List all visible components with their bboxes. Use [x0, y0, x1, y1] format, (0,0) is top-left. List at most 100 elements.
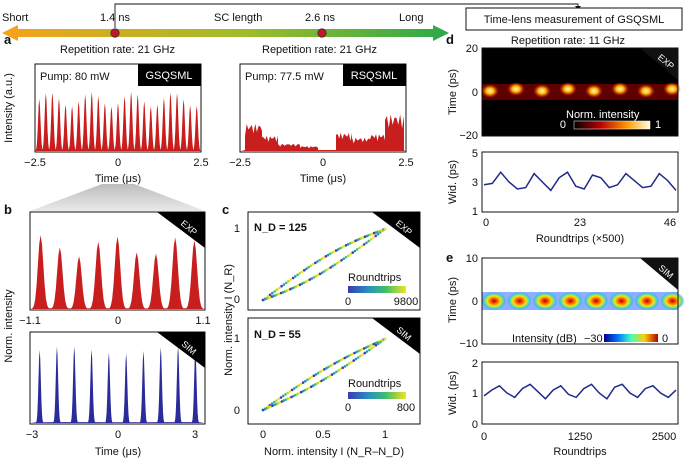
- scatter-point: [310, 375, 314, 379]
- scatter-point: [300, 390, 303, 394]
- scatter-point: [318, 258, 321, 262]
- scatter-point: [290, 395, 293, 399]
- a-right-pump: Pump: 77.5 mW: [245, 71, 324, 83]
- c-exp-scatter: [261, 227, 387, 302]
- scatter-point: [316, 260, 319, 263]
- scatter-point: [273, 290, 277, 293]
- scatter-point: [306, 378, 309, 382]
- timeline: Short SC length Long 1.4 ns 2.6 ns Repet…: [2, 3, 683, 56]
- scatter-point: [335, 262, 339, 265]
- heatmap-pulse: [533, 84, 551, 98]
- d-map-ytick-2: −20: [459, 130, 478, 142]
- scatter-point: [328, 374, 332, 378]
- e-width-ytick-2: 0: [472, 419, 478, 431]
- panel-label-a: a: [4, 32, 12, 47]
- scatter-point: [297, 384, 301, 387]
- scatter-point: [322, 256, 326, 259]
- scatter-point: [331, 264, 335, 268]
- scatter-point: [290, 388, 294, 392]
- scatter-point: [336, 248, 340, 251]
- long-label: Long: [399, 12, 423, 24]
- scatter-point: [379, 340, 382, 344]
- scatter-point: [374, 234, 378, 238]
- a-right-xlabel: Time (μs): [300, 173, 346, 185]
- e-map-ylabel: Time (ps): [447, 277, 459, 323]
- scatter-point: [352, 359, 356, 362]
- scatter-point: [372, 345, 376, 349]
- d-width-ytick-2: 1: [472, 206, 478, 218]
- e-cbar-max: 0: [662, 333, 668, 345]
- scatter-point: [326, 375, 330, 379]
- panel-label-d: d: [446, 32, 454, 47]
- scatter-point: [374, 344, 378, 347]
- scatter-point: [344, 255, 348, 259]
- scatter-point: [370, 347, 373, 350]
- scatter-point: [324, 377, 328, 380]
- marker-2: [317, 28, 327, 38]
- scatter-point: [305, 267, 308, 271]
- b-sim-xtick-2: 3: [192, 429, 198, 441]
- scatter-point: [279, 396, 283, 399]
- scatter-point: [342, 245, 346, 248]
- scatter-point: [333, 362, 337, 365]
- e-width-ylabel: Wid. (ps): [447, 371, 459, 415]
- scatter-point: [327, 365, 330, 369]
- c-exp-ytick-0: 0: [234, 294, 240, 306]
- scatter-point: [331, 363, 334, 366]
- scatter-point: [293, 387, 296, 390]
- scatter-point: [335, 370, 338, 374]
- scatter-point: [303, 268, 306, 272]
- time-lens-label: Time-lens measurement of GSQSML: [484, 14, 665, 26]
- scatter-point: [287, 279, 290, 283]
- marker-2-label: 2.6 ns: [305, 12, 335, 24]
- scatter-point: [275, 399, 278, 402]
- a-left-trace: [35, 91, 201, 151]
- d-cbar-max: 1: [655, 119, 661, 131]
- d-map-frame: [481, 47, 679, 137]
- panel-d-width: 5 3 1 0 23 46 Roundtrips (×500) Wid. (ps…: [447, 148, 679, 245]
- scatter-point: [343, 356, 347, 360]
- c-sim-ytick-0: 0: [234, 405, 240, 417]
- c-sim-frame: [247, 317, 421, 425]
- c-sim-cbar-label: Roundtrips: [348, 378, 402, 390]
- scatter-point: [362, 243, 366, 246]
- scatter-point: [278, 286, 281, 290]
- c-sim-colorbar: [348, 392, 406, 399]
- heatmap-pulse: [559, 82, 577, 96]
- scatter-point: [270, 402, 274, 406]
- d-cbar-label: Norm. intensity: [566, 109, 640, 121]
- scatter-point: [316, 273, 320, 277]
- e-cbar-label: Intensity (dB): [512, 333, 577, 345]
- a-left-xtick-2: 2.5: [193, 157, 208, 169]
- d-map-spots: [481, 82, 681, 98]
- scatter-point: [361, 353, 364, 356]
- rep-rate-right: Repetition rate: 21 GHz: [262, 44, 377, 56]
- e-width-ytick-0: 2: [472, 358, 478, 370]
- scatter-point: [369, 238, 373, 241]
- b-exp-xtick-1: 0: [115, 315, 121, 327]
- c-exp-tag-box: [372, 212, 420, 248]
- scatter-point: [363, 351, 367, 355]
- scatter-point: [332, 250, 336, 253]
- e-width-xtick-1: 1250: [568, 431, 592, 443]
- scatter-point: [271, 291, 274, 295]
- scatter-point: [320, 257, 324, 261]
- scatter-point: [308, 386, 311, 390]
- scatter-point: [381, 339, 385, 342]
- scatter-point: [346, 254, 350, 258]
- scatter-point: [288, 390, 292, 393]
- scatter-point: [284, 281, 288, 285]
- d-width-ylabel: Wid. (ps): [447, 160, 459, 204]
- scatter-point: [330, 251, 334, 254]
- heatmap-pulse: [611, 82, 629, 96]
- scatter-point: [337, 369, 340, 372]
- b-exp-trace: [31, 235, 204, 309]
- scatter-point: [359, 354, 362, 358]
- c-sim-xtick-0: 0: [260, 429, 266, 441]
- a-left-xlabel: Time (μs): [95, 173, 141, 185]
- scatter-point: [314, 261, 317, 265]
- scatter-point: [353, 351, 356, 355]
- scatter-point: [383, 227, 387, 231]
- scatter-point: [356, 356, 360, 359]
- panel-d-map: Repetition rate: 11 GHz EXP Norm. intens…: [447, 35, 681, 142]
